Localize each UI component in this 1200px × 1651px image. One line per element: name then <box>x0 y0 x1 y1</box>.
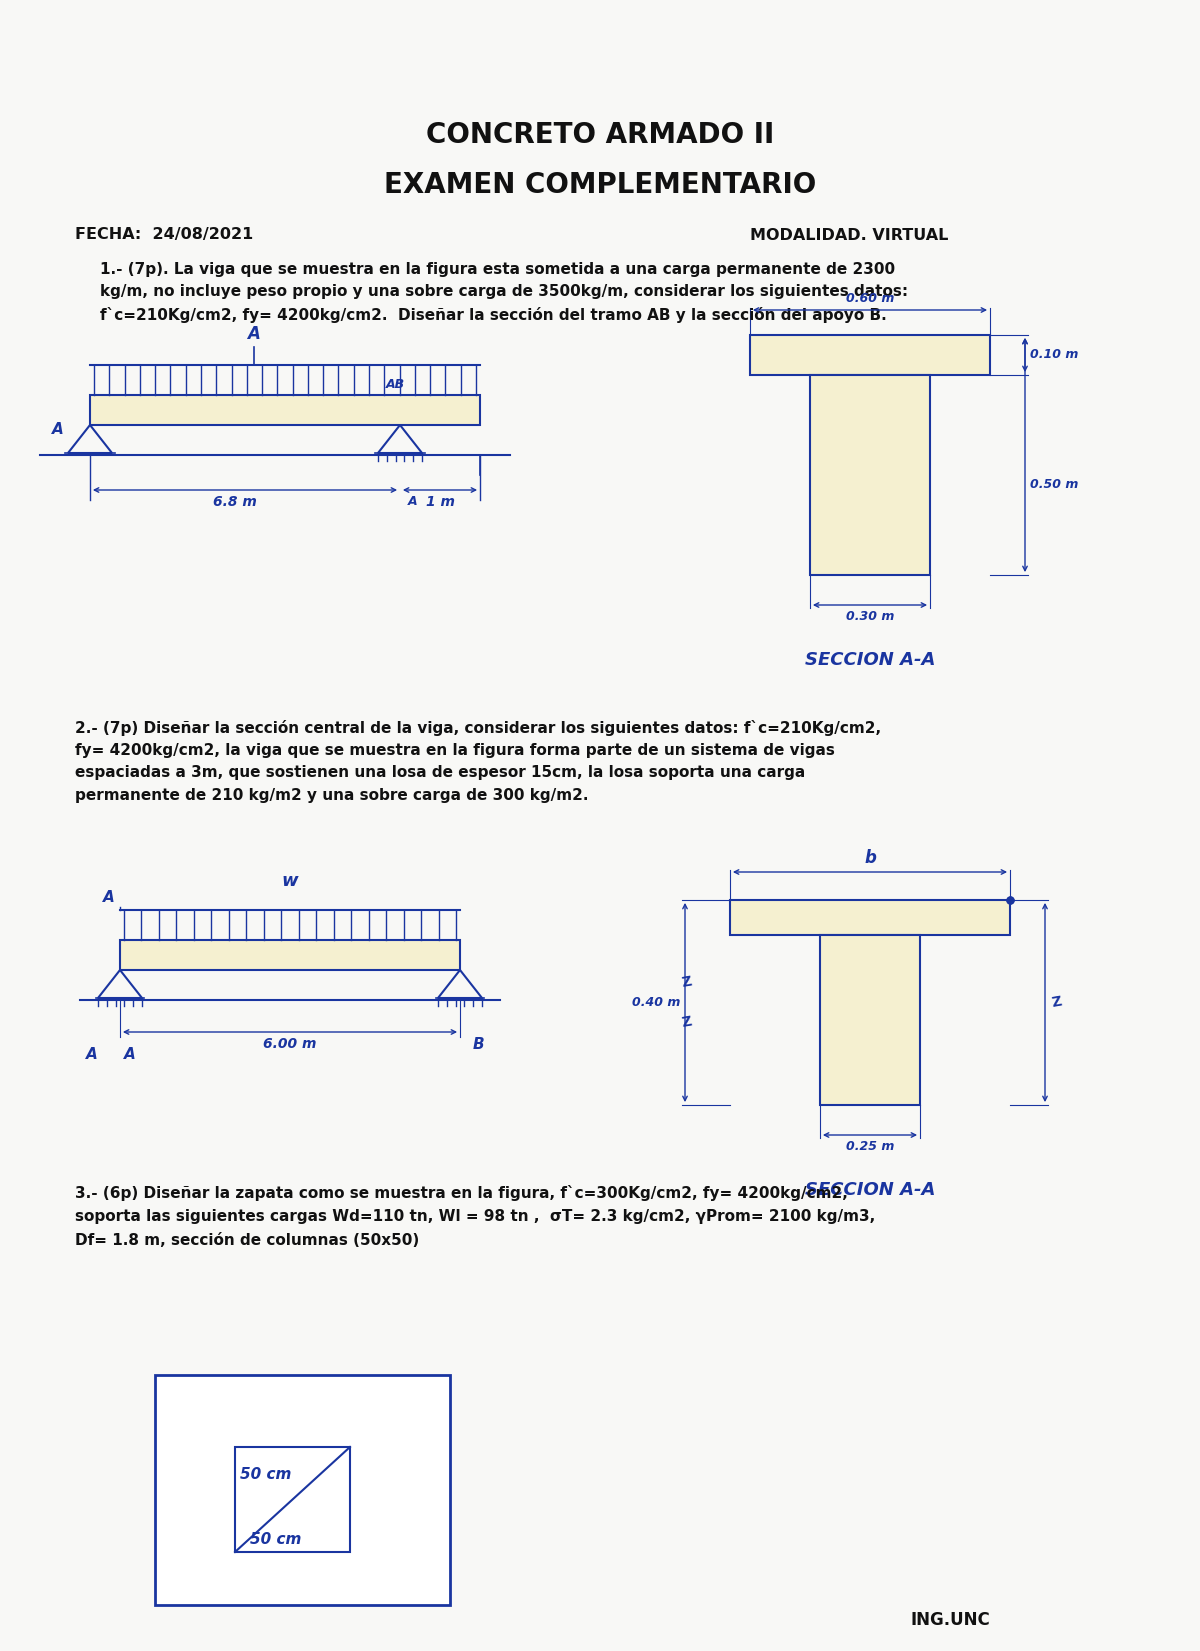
Text: 0.40 m: 0.40 m <box>631 996 680 1009</box>
Text: 1.- (7p). La viga que se muestra en la figura esta sometida a una carga permanen: 1.- (7p). La viga que se muestra en la f… <box>100 263 908 324</box>
Text: A: A <box>247 325 260 343</box>
Bar <box>730 900 1010 934</box>
Text: 6.00 m: 6.00 m <box>263 1037 317 1052</box>
Text: SECCION A-A: SECCION A-A <box>805 650 935 669</box>
Text: Z: Z <box>680 974 694 991</box>
Bar <box>750 335 990 375</box>
Text: CONCRETO ARMADO II: CONCRETO ARMADO II <box>426 121 774 149</box>
Text: 0.60 m: 0.60 m <box>846 292 894 305</box>
Text: MODALIDAD. VIRTUAL: MODALIDAD. VIRTUAL <box>750 228 948 243</box>
Text: ING.UNC: ING.UNC <box>910 1611 990 1630</box>
Text: 0.10 m: 0.10 m <box>1030 348 1079 362</box>
Text: A: A <box>408 495 418 509</box>
Text: b: b <box>864 849 876 867</box>
Text: 0.50 m: 0.50 m <box>1030 479 1079 492</box>
Text: A: A <box>124 1047 136 1062</box>
Text: w: w <box>282 872 299 890</box>
Text: 1 m: 1 m <box>426 495 455 509</box>
Text: EXAMEN COMPLEMENTARIO: EXAMEN COMPLEMENTARIO <box>384 172 816 200</box>
Bar <box>235 1446 350 1552</box>
Text: B: B <box>472 1037 484 1052</box>
Bar <box>90 395 480 424</box>
Text: 0.30 m: 0.30 m <box>846 609 894 622</box>
Text: 6.8 m: 6.8 m <box>214 495 257 509</box>
Text: A: A <box>86 1047 98 1062</box>
Text: A: A <box>52 423 64 438</box>
Text: AB: AB <box>385 378 404 391</box>
Bar <box>810 375 930 575</box>
Text: 0.25 m: 0.25 m <box>846 1139 894 1152</box>
Text: FECHA:  24/08/2021: FECHA: 24/08/2021 <box>74 228 253 243</box>
Text: Z: Z <box>1050 994 1062 1010</box>
Bar <box>820 934 920 1105</box>
Text: 50 cm: 50 cm <box>250 1532 301 1547</box>
Text: A: A <box>103 890 115 905</box>
Text: SECCION A-A: SECCION A-A <box>805 1180 935 1199</box>
Text: Z: Z <box>680 1015 694 1030</box>
Bar <box>120 939 460 971</box>
Text: 3.- (6p) Diseñar la zapata como se muestra en la figura, f`c=300Kg/cm2, fy= 4200: 3.- (6p) Diseñar la zapata como se muest… <box>74 1185 875 1248</box>
Bar <box>155 1375 450 1605</box>
Text: 50 cm: 50 cm <box>240 1468 292 1483</box>
Text: 2.- (7p) Diseñar la sección central de la viga, considerar los siguientes datos:: 2.- (7p) Diseñar la sección central de l… <box>74 720 881 802</box>
